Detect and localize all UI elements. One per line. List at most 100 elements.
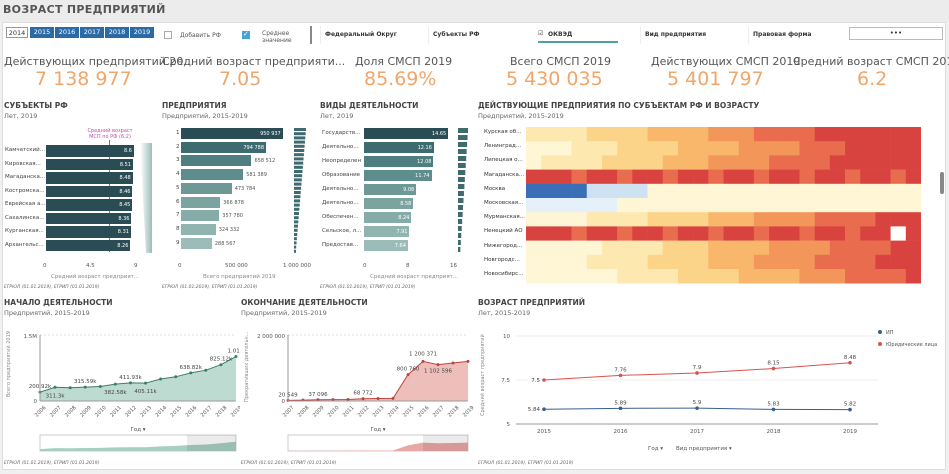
enterprises-bar[interactable] [181,223,216,235]
activities-bar-label: Образование [322,172,361,178]
activities-title: ВИДЫ ДЕЯТЕЛЬНОСТИ [320,101,419,110]
subjects-bar-label: Архангельс... [5,241,44,248]
activities-mini-bar [458,226,462,231]
heatmap-cell [662,141,679,156]
divider [310,26,312,44]
enterprises-scrollbar[interactable] [294,128,308,256]
page-scrollbar[interactable] [940,172,944,194]
avg-checkbox[interactable] [242,30,250,39]
filter-okved[interactable]: ОКВЭД [548,31,573,38]
heatmap-cell [526,155,542,170]
age-chart[interactable]: 10 7.5 5 2015 2016 2017 2018 2019 5.84 5.89 5.9 5.8… [476,320,942,460]
activities-bar[interactable] [364,128,449,139]
heatmap-cell [541,212,557,227]
subjects-bar[interactable] [46,226,131,238]
heatmap-cell [662,212,679,227]
enterprises-bar[interactable] [181,182,232,194]
range-area [288,442,468,451]
add-rf-checkbox[interactable] [164,31,172,39]
year-2019[interactable]: 2019 [130,27,154,38]
heatmap-cell [586,183,603,199]
heatmap-cell [571,127,588,142]
subjects-bar[interactable] [46,199,133,211]
heatmap-cell [601,141,618,156]
activities-scrollbar[interactable] [458,128,470,256]
y-tick: 2 000 000 [257,334,285,340]
x-tick: 2014 [387,404,401,418]
enterprises-tick-2: 1 000 000 [283,263,311,269]
x-tick: 2018 [215,405,229,419]
activities-bar[interactable] [364,226,410,237]
enterprises-bar[interactable] [181,128,283,139]
year-2017[interactable]: 2017 [80,27,104,38]
heatmap-cell [723,198,739,213]
filter-legal-form[interactable]: Правовая форма [748,26,848,44]
subjects-ref-label-1: Средний возраст [87,128,133,134]
heatmap-cell [799,212,815,227]
year-2014[interactable]: 2014 [6,27,28,38]
year-2018[interactable]: 2018 [105,27,129,38]
subjects-bar-label: Костромска... [5,187,45,194]
heatmap-cell [556,127,572,142]
heatmap-cell [586,240,603,256]
heatmap-cell [905,212,921,227]
x-tick: 2019 [462,405,474,419]
activities-bar[interactable] [364,142,434,153]
activities-mini-bar [458,198,464,203]
subjects-bar[interactable] [46,145,134,157]
area-point [204,368,208,372]
activities-bar[interactable] [364,184,417,195]
heatmap-grid[interactable] [526,124,921,284]
x-tick: 2008 [297,405,311,419]
activities-mini-bar [458,219,463,224]
activities-bar[interactable] [364,212,412,223]
filter-enterprise-type[interactable]: Вид предприятия [640,26,740,44]
filter-federal-district[interactable]: Федеральный Округ [320,26,420,44]
data-label: 5.82 [844,402,856,408]
heatmap-cell [905,254,921,270]
area-fill [40,356,236,401]
enterprises-bar[interactable] [181,169,244,181]
subjects-footer: ЕГРЮЛ (01.01.2019), ЕГРИП (01.01.2019) [4,285,100,290]
year-2016[interactable]: 2016 [55,27,79,38]
enterprises-bar[interactable] [181,237,212,249]
subjects-scrollbar[interactable] [138,143,154,253]
enterprises-bar[interactable] [181,155,252,167]
data-label: 382.58k [104,390,127,396]
heatmap-cell [677,212,694,227]
subjects-bar[interactable] [46,172,133,184]
subjects-bar[interactable] [46,185,133,197]
kpi-value-5: 5 401 797 [667,68,764,90]
more-button[interactable]: ••• [849,27,943,40]
heatmap-cell [738,155,755,170]
data-label: 8.15 [767,361,780,367]
heatmap-cell [526,169,542,185]
data-label: 1.01M [228,349,241,355]
enterprises-mini-bar [294,186,302,190]
activities-bar[interactable] [364,240,408,251]
subjects-bar[interactable] [46,158,133,170]
subjects-bar[interactable] [46,212,132,224]
heatmap-cell [662,183,679,199]
enterprises-bar[interactable] [181,210,220,222]
x-tick: 2007 [282,405,296,419]
enterprises-bar[interactable] [181,141,267,153]
activities-bar[interactable] [364,198,414,209]
heatmap-cell [541,226,557,241]
activities-bar[interactable] [364,170,432,181]
heatmap-row-label: Курская об... [484,129,522,135]
age-footer: ЕГРЮЛ (01.01.2019), ЕГРИП (01.01.2019) [478,461,574,466]
enterprises-bar-label: 2 [176,143,180,150]
heatmap-cell [632,183,648,199]
subjects-bar[interactable] [46,239,131,251]
filter-subjects[interactable]: Субъекты РФ [428,26,528,44]
heatmap-cell [769,155,785,170]
year-2015[interactable]: 2015 [30,27,54,38]
subjects-tick-2: 9 [134,263,138,269]
activities-bar[interactable] [364,156,434,167]
heatmap-cell [693,240,709,256]
heatmap-cell [753,169,770,185]
enterprises-bar[interactable] [181,196,221,208]
